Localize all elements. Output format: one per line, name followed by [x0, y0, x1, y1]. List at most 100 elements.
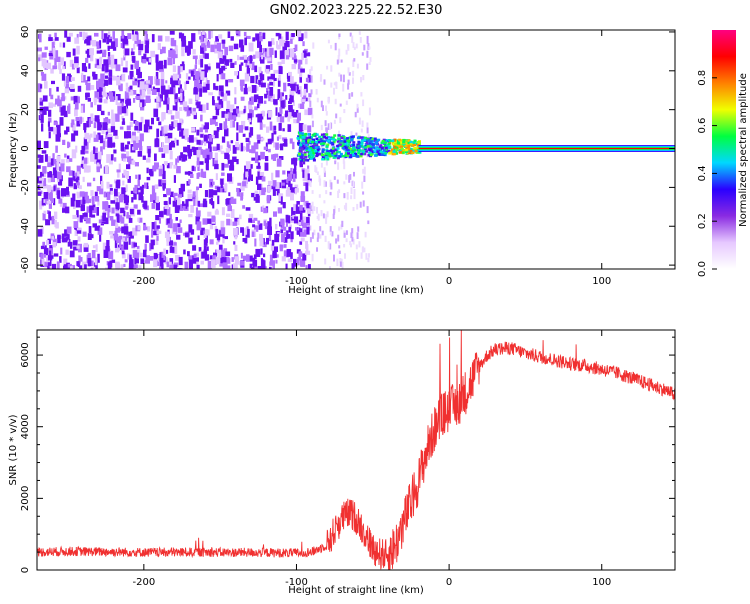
spectrogram-cell	[277, 207, 282, 214]
spectrogram-cell	[166, 261, 169, 268]
spectrogram-cell	[335, 82, 338, 89]
spectrogram-cell	[108, 118, 111, 124]
spectrogram-cell	[111, 91, 116, 101]
spectrogram-cell	[132, 146, 135, 151]
spectrogram-cell	[205, 161, 209, 171]
spectrogram-cell	[110, 126, 116, 133]
spectrogram-cell	[126, 212, 129, 218]
spectrogram-cell	[227, 31, 231, 38]
spectrogram-cell	[209, 134, 213, 142]
spectrogram-cell	[285, 95, 288, 100]
spectrogram-cell	[221, 172, 225, 176]
spectrogram-cell	[293, 48, 296, 52]
spectrogram-cell	[185, 80, 190, 84]
spectrogram-cell	[124, 91, 130, 100]
spectrogram-cell	[205, 83, 210, 90]
spectrogram-cell	[289, 94, 294, 103]
spectrogram-cell	[172, 65, 177, 73]
spectrogram-cell	[264, 187, 267, 193]
spectrogram-cell	[404, 150, 408, 153]
spectrogram-cell	[71, 119, 75, 125]
spectrogram-cell	[41, 73, 47, 81]
spectrogram-cell	[409, 140, 413, 144]
spectrogram-cell	[278, 122, 282, 131]
spectrogram-cell	[300, 132, 304, 135]
spectrogram-cell	[77, 182, 80, 189]
spectrogram-cell	[339, 152, 343, 156]
spectrogram-cell	[176, 139, 179, 146]
spectrogram-cell	[189, 171, 193, 176]
spectrogram-cell	[302, 219, 307, 229]
spectrogram-cell	[348, 93, 351, 100]
spectrogram-cell	[333, 134, 337, 137]
spectrogram-cell	[247, 113, 253, 120]
spectrogram-cell	[225, 251, 231, 256]
spectrogram-cell	[283, 99, 287, 108]
spectrogram-cell	[278, 75, 281, 81]
spectrogram-cell	[338, 48, 341, 57]
spectrogram-cell	[269, 261, 273, 266]
spectrogram-cell	[224, 128, 229, 137]
spectrogram-cell	[154, 221, 157, 229]
spectrogram-cell	[113, 149, 117, 154]
spectrogram-cell	[57, 234, 61, 244]
spectrogram-cell	[318, 194, 321, 198]
spectrogram-cell	[319, 226, 322, 232]
spectrogram-cell	[123, 226, 129, 235]
spectrogram-cell	[394, 148, 398, 152]
spectrogram-cell	[226, 218, 231, 226]
spectrogram-cell	[240, 110, 246, 115]
spectrogram-cell	[210, 198, 213, 206]
spectrogram-cell	[369, 153, 373, 157]
spectrogram-cell	[407, 148, 411, 151]
spectrogram-cell	[323, 133, 326, 136]
spectrogram-cell	[189, 135, 194, 143]
spectrogram-cell	[234, 256, 240, 265]
spectrogram-cell	[46, 156, 51, 163]
spectrogram-cell	[147, 87, 152, 95]
spectrogram-cell	[342, 83, 345, 92]
spectrogram-cell	[161, 113, 164, 122]
spectrogram-cell	[250, 75, 255, 84]
spectrogram-cell	[84, 35, 89, 44]
spectrogram-cell	[313, 132, 317, 136]
spectrogram-cell	[218, 91, 222, 96]
spectrogram-cell	[146, 186, 149, 189]
spectrogram-cell	[411, 144, 415, 147]
spectrogram-cell	[156, 225, 160, 229]
spectrogram-cell	[125, 60, 128, 67]
spectrogram-cell	[397, 142, 401, 145]
spectrogram-cell	[155, 71, 159, 81]
spectrogram-cell	[177, 156, 180, 163]
spectrogram-cell	[107, 210, 110, 218]
spectrogram-cell	[64, 30, 68, 38]
spectrogram-cell	[91, 266, 96, 269]
spectrogram-cell	[178, 74, 182, 79]
spectrogram-cell	[154, 162, 159, 168]
spectrogram-cell	[153, 252, 158, 260]
spectrogram-cell	[327, 140, 330, 143]
spectrogram-cell	[299, 212, 303, 220]
spectrogram-cell	[314, 165, 317, 172]
spectrogram-cell	[167, 85, 170, 90]
spectrogram-cell	[346, 154, 349, 157]
spectrogram-cell	[352, 77, 354, 84]
spectrogram-cell	[187, 145, 191, 154]
spectrogram-cell	[249, 55, 253, 64]
spectrogram-cell	[66, 126, 70, 132]
spectrogram-cell	[192, 137, 198, 142]
spectrogram-cell	[366, 206, 369, 214]
spectrogram-cell	[150, 194, 154, 202]
spectrogram-cell	[48, 53, 54, 57]
spectrogram-cell	[139, 99, 145, 108]
spectrogram-cell	[105, 94, 108, 100]
spectrogram-cell	[336, 150, 339, 154]
spectrogram-cell	[395, 146, 399, 149]
spectrogram-cell	[286, 222, 288, 227]
spectrogram-cell	[203, 134, 208, 144]
spectrogram-cell	[314, 140, 318, 144]
spectrogram-cell	[97, 132, 101, 140]
spectrogram-cell	[238, 125, 244, 133]
spectrogram-cell	[163, 161, 168, 166]
spectrogram-cell	[139, 84, 145, 90]
